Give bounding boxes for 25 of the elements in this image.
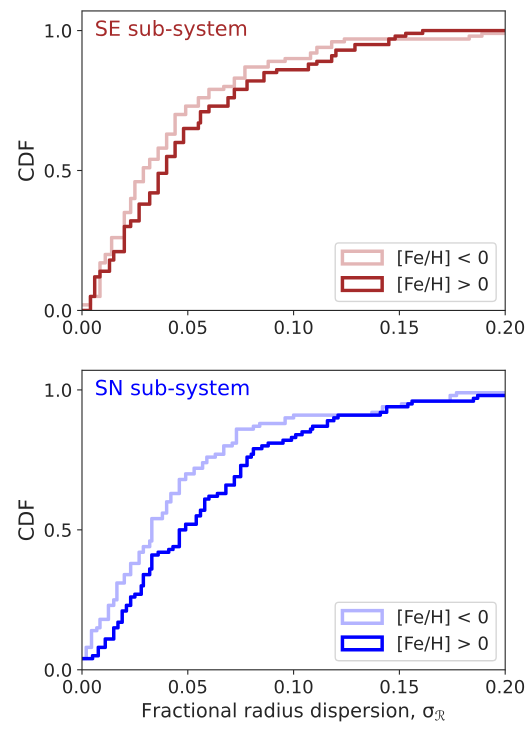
x-tick-label: 0.20	[486, 320, 524, 334]
y-tick-label: 0.5	[44, 164, 71, 178]
chart-title: SN sub-system	[96, 379, 248, 400]
y-tick-label: 0.5	[44, 523, 71, 537]
x-axis-title: Fractional radius dispersion, σ$_{ℛ}$	[142, 702, 446, 722]
x-tick-label: 0.10	[274, 320, 312, 334]
legend-label: [Fe/H] < 0	[398, 250, 488, 266]
legend-label: [Fe/H] < 0	[398, 610, 488, 626]
y-tick-label: 1.0	[46, 383, 72, 398]
legend-label: [Fe/H] > 0	[398, 636, 488, 652]
x-tick-label: 0.00	[63, 320, 101, 334]
chart-title: SE sub-system	[96, 20, 246, 40]
x-tick-label: 0.05	[168, 680, 206, 694]
x-tick-label: 0.10	[274, 680, 312, 694]
y-tick-label: 0.0	[44, 304, 72, 318]
legend-label: [Fe/H] > 0	[398, 276, 488, 293]
x-tick-label: 0.15	[380, 320, 418, 334]
x-tick-label: 0.05	[168, 320, 206, 334]
x-tick-label: 0.15	[380, 680, 418, 694]
y-tick-label: 1.0	[46, 24, 72, 38]
y-axis-title: CDF	[18, 140, 34, 181]
y-tick-label: 0.0	[44, 663, 72, 677]
x-tick-label: 0.00	[63, 680, 101, 694]
x-tick-label: 0.20	[486, 680, 524, 694]
y-axis-title: CDF	[18, 500, 34, 540]
